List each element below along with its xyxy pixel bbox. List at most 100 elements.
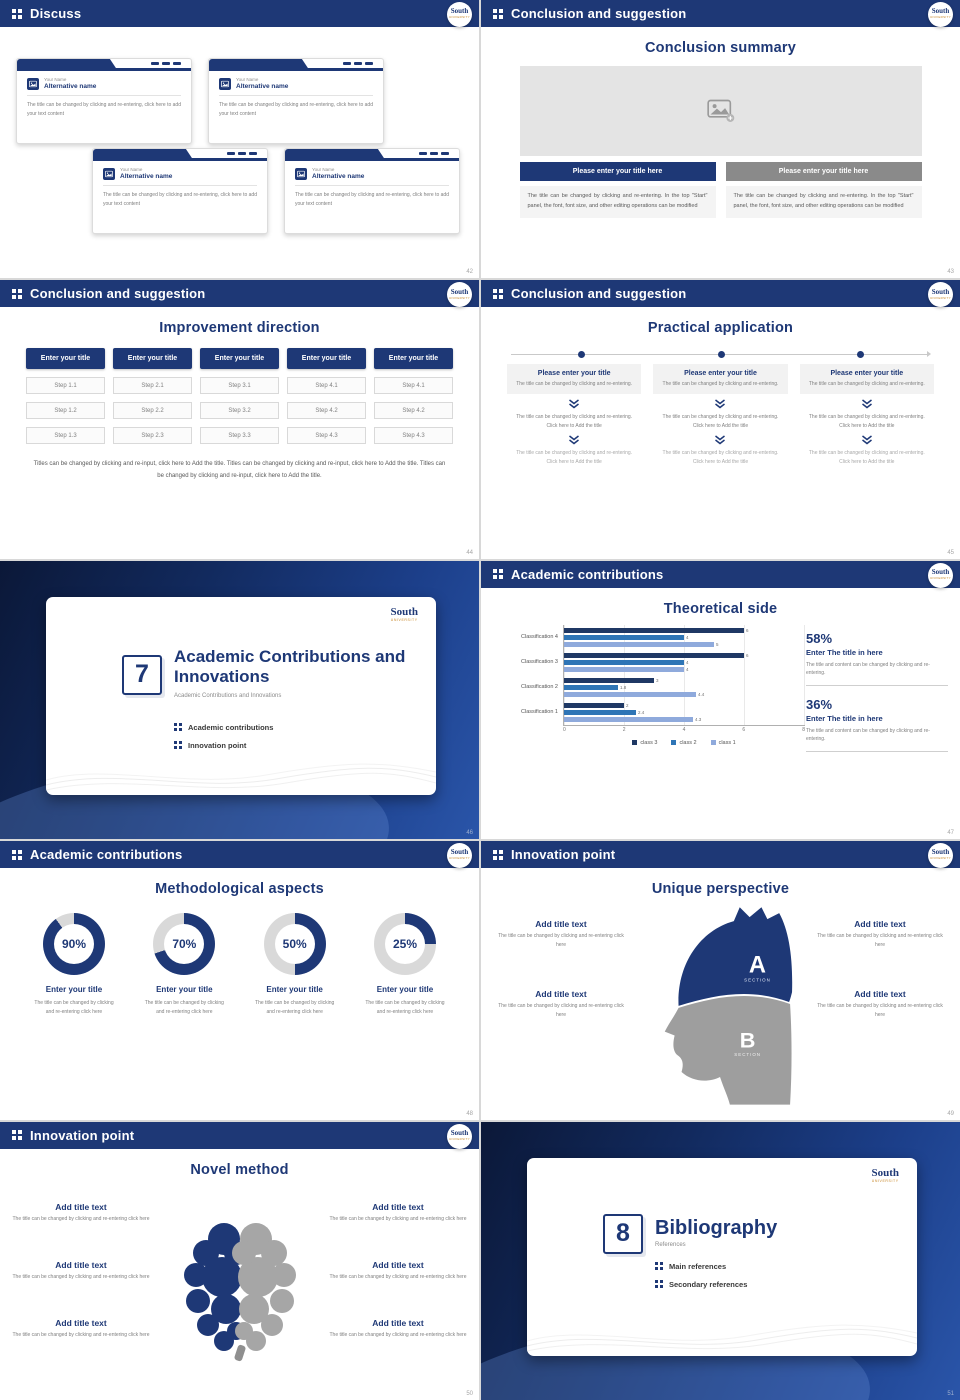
title-text-block[interactable]: Add title text The title can be changed …: [329, 1260, 467, 1282]
slide-50-novel-method[interactable]: Innovation point South UNIVERSITY Novel …: [0, 1121, 479, 1400]
brain-graphic: [184, 1222, 296, 1361]
folder-tab-line: [17, 68, 191, 71]
double-chevron-down-icon: [715, 435, 726, 445]
section-item[interactable]: Innovation point: [174, 741, 246, 750]
step-box[interactable]: Step 4.1: [287, 377, 366, 395]
donut-unit: 50% Enter your title The title can be ch…: [245, 913, 345, 1017]
university-logo: South UNIVERSITY: [871, 1167, 899, 1183]
donut-body: The title can be changed by clicking and…: [34, 1000, 114, 1015]
step-box[interactable]: Step 4.2: [287, 402, 366, 420]
step-box[interactable]: Step 2.3: [113, 427, 192, 445]
slide-45-practical-application[interactable]: Conclusion and suggestion South UNIVERSI…: [481, 280, 960, 559]
page-number: 49: [947, 1110, 954, 1117]
folder-card[interactable]: Your Name Alternative name The title can…: [208, 58, 384, 144]
page-number: 42: [466, 269, 473, 276]
block-body: The title can be changed by clicking and…: [329, 1331, 467, 1338]
practical-column: Please enter your title The title can be…: [799, 364, 934, 466]
box-title: Please enter your title: [830, 370, 904, 378]
section-a-shape[interactable]: [678, 907, 793, 1007]
column-title-button[interactable]: Enter your title: [113, 348, 192, 370]
slide-43-conclusion-summary[interactable]: Conclusion and suggestion South UNIVERSI…: [481, 0, 960, 279]
step-box[interactable]: Step 3.1: [200, 377, 279, 395]
chart-category-label: Classification 1: [521, 709, 558, 716]
step-box[interactable]: Step 4.3: [287, 427, 366, 445]
image-icon: [103, 167, 115, 180]
step-box[interactable]: Step 1.3: [26, 427, 105, 445]
bar-class-1: [564, 641, 714, 647]
column-title-button[interactable]: Enter your title: [287, 348, 366, 370]
title-text-block[interactable]: Add title text The title can be changed …: [814, 919, 946, 949]
slide-44-improvement-direction[interactable]: Conclusion and suggestion South UNIVERSI…: [0, 280, 479, 559]
logo-subtitle: UNIVERSITY: [929, 295, 951, 300]
title-text-block[interactable]: Add title text The title can be changed …: [12, 1318, 150, 1340]
university-logo: South UNIVERSITY: [447, 282, 472, 308]
slide-46-section-divider[interactable]: South UNIVERSITY 7 Academic Contribution…: [0, 560, 479, 840]
logo-name: South: [450, 287, 469, 296]
slide-42-discuss[interactable]: Discuss South UNIVERSITY Your Name Alter…: [0, 0, 479, 279]
university-logo: South UNIVERSITY: [928, 843, 953, 869]
grid-dots-icon: [493, 849, 503, 860]
slide-header-title: Conclusion and suggestion: [511, 286, 687, 302]
column-title-button[interactable]: Enter your title: [200, 348, 279, 370]
title-box[interactable]: Please enter your title The title can be…: [507, 364, 642, 395]
title-text-block[interactable]: Add title text The title can be changed …: [12, 1202, 150, 1224]
brain-right-half: [232, 1222, 296, 1351]
page-number: 44: [466, 549, 473, 556]
donut-chart: 70%: [153, 913, 216, 976]
section-item[interactable]: Secondary references: [655, 1280, 747, 1289]
bar-class-1: [564, 691, 696, 697]
chart-bar-group: 3 1.8 4.4: [563, 674, 805, 700]
step-box[interactable]: Step 4.3: [374, 427, 453, 445]
bar-value-label: 4: [686, 666, 689, 672]
slide-header-title: Conclusion and suggestion: [511, 6, 687, 21]
box-body: The title can be changed by clicking and…: [662, 381, 779, 388]
title-text-block[interactable]: Add title text The title can be changed …: [495, 919, 627, 949]
section-item[interactable]: Academic contributions: [174, 723, 273, 732]
step-box[interactable]: Step 3.2: [200, 402, 279, 420]
section-item[interactable]: Main references: [655, 1262, 726, 1271]
folder-card[interactable]: Your Name Alternative name The title can…: [92, 148, 268, 234]
stat-block: 58% Enter The title in here The title an…: [806, 631, 948, 686]
step-box[interactable]: Step 2.2: [113, 402, 192, 420]
donut-body: The title can be changed by clicking and…: [255, 1000, 335, 1015]
slide-47-theoretical-side[interactable]: Academic contributions South UNIVERSITY …: [481, 560, 960, 840]
section-divider-subtitle: References: [655, 1241, 686, 1248]
title-box[interactable]: Please enter your title The title can be…: [653, 364, 788, 395]
step-box[interactable]: Step 1.2: [26, 402, 105, 420]
column-title-button[interactable]: Enter your title: [26, 348, 105, 370]
step-box[interactable]: Step 4.1: [374, 377, 453, 395]
title-text-block[interactable]: Add title text The title can be changed …: [814, 989, 946, 1019]
page-number: 50: [466, 1390, 473, 1397]
step-box[interactable]: Step 2.1: [113, 377, 192, 395]
section-b-shape[interactable]: [664, 996, 792, 1105]
slide-48-methodological-aspects[interactable]: Academic contributions South UNIVERSITY …: [0, 841, 479, 1120]
image-placeholder[interactable]: [519, 66, 922, 156]
section-title: Conclusion summary: [644, 40, 797, 56]
donut-percent: 25%: [392, 937, 417, 952]
title-text-block[interactable]: Add title text The title can be changed …: [329, 1318, 467, 1340]
column-title-button[interactable]: Enter your title: [374, 348, 453, 370]
folder-card[interactable]: Your Name Alternative name The title can…: [16, 58, 192, 144]
title-box[interactable]: Please enter your title The title can be…: [799, 364, 934, 395]
university-logo: South UNIVERSITY: [390, 606, 418, 622]
donut-title: Enter your title: [376, 985, 434, 995]
slide-51-section-divider[interactable]: South UNIVERSITY 8 Bibliography Referenc…: [481, 1121, 960, 1400]
step-box[interactable]: Step 3.3: [200, 427, 279, 445]
donut-title: Enter your title: [45, 985, 103, 995]
title-text-block[interactable]: Add title text The title can be changed …: [495, 989, 627, 1019]
logo-subtitle: UNIVERSITY: [448, 15, 470, 20]
slide-49-unique-perspective[interactable]: Innovation point South UNIVERSITY Unique…: [481, 841, 960, 1120]
step-box[interactable]: Step 1.1: [26, 377, 105, 395]
donut-title: Enter your title: [156, 985, 213, 995]
title-text-block[interactable]: Add title text The title can be changed …: [329, 1202, 467, 1224]
chart-bar-group: 6 4 5: [563, 624, 805, 650]
logo-name: South: [450, 7, 469, 16]
double-chevron-down-icon: [569, 435, 580, 445]
step-box[interactable]: Step 4.2: [374, 402, 453, 420]
slide-header-title: Innovation point: [511, 847, 616, 863]
title-text-block[interactable]: Add title text The title can be changed …: [12, 1260, 150, 1282]
folder-card[interactable]: Your Name Alternative name The title can…: [284, 148, 460, 234]
title-button-primary[interactable]: Please enter your title here: [519, 162, 716, 181]
title-button-secondary[interactable]: Please enter your title here: [725, 162, 922, 181]
